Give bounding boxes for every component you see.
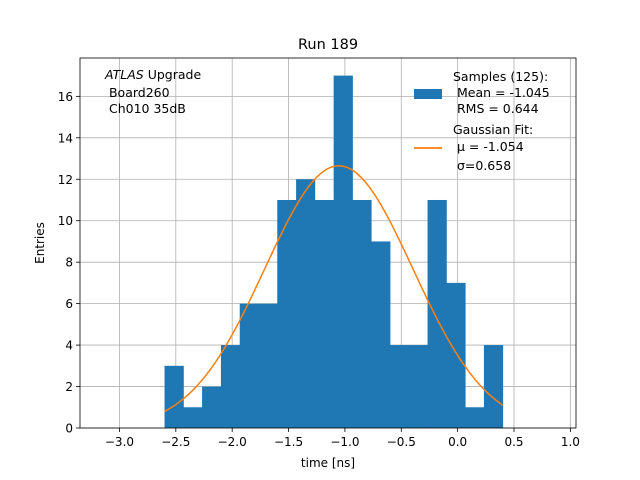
histogram-bar: [296, 179, 316, 428]
histogram-bar: [258, 303, 278, 428]
x-tick-label: 0.5: [504, 435, 523, 449]
legend: Samples (125): Mean = -1.045 RMS = 0.644…: [414, 69, 550, 173]
histogram-bar: [446, 282, 466, 428]
legend-fit-mu: μ = -1.054: [453, 139, 524, 154]
annotation-line-3: Ch010 35dB: [105, 101, 186, 116]
x-tick-label: −2.5: [161, 435, 190, 449]
histogram-bar: [314, 199, 335, 428]
x-tick-label: −2.0: [218, 435, 247, 449]
histogram-bar: [465, 407, 485, 428]
y-tick-label: 2: [65, 380, 73, 394]
x-axis-label: time [ns]: [301, 456, 355, 470]
x-tick-label: 0.0: [448, 435, 467, 449]
y-tick-label: 10: [58, 214, 73, 228]
chart-title: Run 189: [298, 37, 358, 53]
y-tick-label: 4: [65, 339, 73, 353]
plot-frame: [79, 57, 577, 429]
x-tick-label: −0.5: [387, 435, 416, 449]
histogram-bar: [277, 199, 297, 428]
histogram-bar: [352, 199, 372, 428]
histogram-bar: [427, 199, 447, 428]
histogram-bar: [239, 303, 259, 428]
histogram-bar: [183, 407, 203, 428]
legend-fit-title: Gaussian Fit:: [453, 122, 533, 137]
legend-samples-mean: Mean = -1.045: [453, 85, 550, 100]
legend-fit-sigma: σ=0.658: [453, 158, 511, 173]
histogram-bar: [390, 345, 410, 428]
x-tick-label: −3.0: [105, 435, 134, 449]
x-tick-label: 1.0: [561, 435, 580, 449]
annotation-atlas: ATLAS: [104, 67, 144, 82]
histogram-bar: [371, 241, 391, 428]
legend-swatch-samples: [414, 89, 442, 99]
y-tick-label: 6: [65, 297, 73, 311]
y-tick-label: 8: [65, 256, 73, 270]
x-tick-label: −1.0: [330, 435, 359, 449]
histogram-bar: [408, 345, 428, 428]
y-axis-label: Entries: [33, 222, 47, 264]
histogram-bar: [164, 365, 184, 428]
y-tick-label: 16: [58, 90, 73, 104]
histogram-bar: [220, 345, 241, 428]
legend-samples-rms: RMS = 0.644: [453, 101, 539, 116]
histogram-bar: [202, 386, 222, 428]
annotation-upgrade: Upgrade: [144, 67, 202, 82]
annotation-line-1: ATLAS Upgrade: [104, 67, 201, 82]
histogram-bar: [333, 75, 353, 428]
legend-samples-title: Samples (125):: [453, 69, 548, 84]
annotation-line-2: Board260: [105, 85, 170, 100]
x-axis-ticks: −3.0 −2.5 −2.0 −1.5 −1.0 −0.5 0.0 0.5 1.0: [105, 428, 580, 449]
histogram-bars: [164, 75, 504, 428]
y-tick-label: 0: [65, 422, 73, 436]
annotation: ATLAS Upgrade Board260 Ch010 35dB: [104, 67, 201, 116]
y-tick-label: 14: [58, 131, 73, 145]
y-tick-label: 12: [58, 173, 73, 187]
gaussian-fit-line: [164, 165, 504, 413]
histogram-bar: [483, 345, 504, 428]
y-axis-ticks: 0 2 4 6 8 10 12 14 16: [58, 90, 80, 436]
x-tick-label: −1.5: [274, 435, 303, 449]
